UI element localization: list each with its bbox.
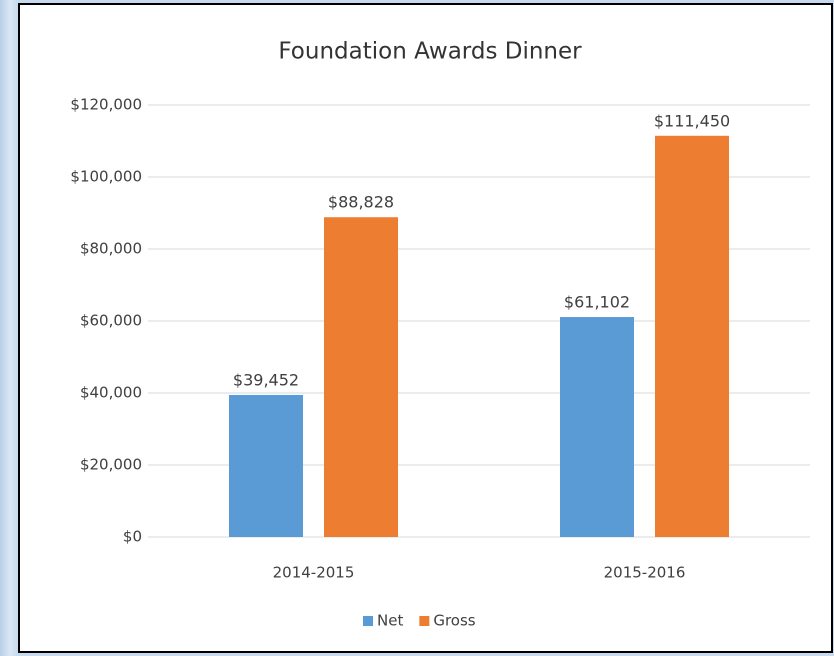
legend-swatch — [363, 616, 373, 626]
legend-swatch — [419, 616, 430, 626]
y-tick-label: $100,000 — [70, 168, 142, 186]
bar — [324, 217, 398, 538]
value-label: $39,452 — [233, 370, 299, 389]
x-tick-label: 2014-2015 — [273, 564, 355, 582]
bar — [560, 317, 634, 537]
y-tick-label: $80,000 — [80, 240, 142, 258]
y-tick-label: $40,000 — [80, 384, 142, 402]
value-label: $111,450 — [654, 111, 730, 130]
y-tick-label: $20,000 — [80, 456, 142, 474]
value-label: $88,828 — [328, 193, 394, 212]
y-tick-label: $120,000 — [70, 96, 142, 114]
bar — [655, 135, 729, 537]
legend-label: Gross — [433, 612, 475, 630]
chart-title: Foundation Awards Dinner — [278, 39, 582, 65]
value-label: $61,102 — [564, 293, 630, 312]
x-tick-label: 2015-2016 — [604, 564, 686, 582]
y-tick-label: $60,000 — [80, 312, 142, 330]
y-tick-label: $0 — [123, 528, 142, 546]
bar — [229, 394, 303, 537]
legend-label: Net — [377, 612, 403, 630]
